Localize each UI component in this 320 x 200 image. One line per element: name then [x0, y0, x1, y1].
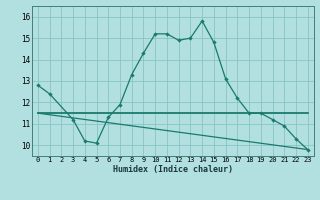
- X-axis label: Humidex (Indice chaleur): Humidex (Indice chaleur): [113, 165, 233, 174]
